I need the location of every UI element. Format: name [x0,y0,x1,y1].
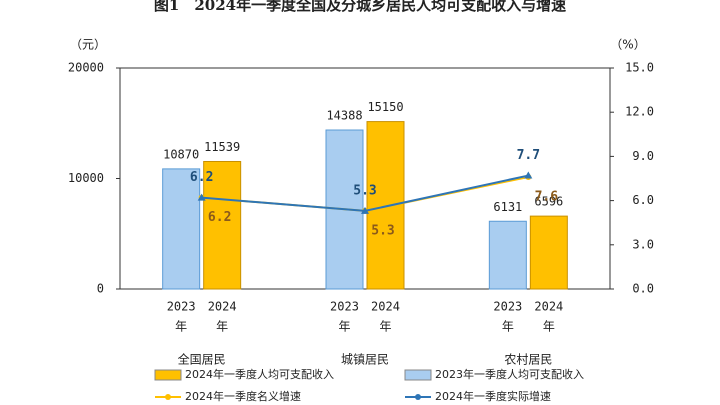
line-marker [197,193,206,201]
line-value-label: 5.3 [371,223,394,238]
bar-value-label: 11539 [204,140,240,154]
y2-tick-label: 15.0 [625,61,654,75]
bar [203,160,242,290]
bar-value-label: 6596 [534,195,563,209]
chart-title: 图1 2024年一季度全国及分城乡居民人均可支配收入与增速 [154,0,566,14]
y2-tick-label: 12.0 [625,105,654,119]
legend-label: 2023年一季度人均可支配收入 [435,367,584,381]
legend-swatch [404,369,432,381]
y-tick-label: 10000 [68,171,104,185]
x-sub-label: 年 [543,320,555,334]
x-sub-label: 年 [175,320,187,334]
bar [366,121,405,290]
x-sub-label: 年 [502,320,514,334]
y-unit: （元） [70,38,106,52]
y-tick-label: 0 [97,282,104,296]
y2-tick-label: 9.0 [632,149,654,163]
line-marker [361,206,369,214]
legend-swatch [154,369,182,381]
x-sub-label: 年 [216,320,228,334]
x-sub-label: 2024 [371,300,400,314]
bar-value-label: 10870 [163,147,199,161]
line-value-label: 6.2 [208,210,231,225]
legend-label: 2024年一季度人均可支配收入 [185,367,334,381]
bar-value-label: 14388 [326,109,362,123]
x-sub-label: 2023 [330,300,359,314]
line-value-label: 5.3 [353,183,376,198]
y-tick-label: 20000 [68,61,104,75]
legend-label: 2024年一季度名义增速 [185,389,301,403]
y2-tick-label: 6.0 [632,193,654,207]
x-category-label: 城镇居民 [341,353,389,367]
y2-unit: （%） [610,38,645,52]
x-category-label: 全国居民 [178,352,226,367]
x-sub-label: 2024 [208,300,237,314]
bar-value-label: 15150 [367,100,403,114]
y2-tick-label: 3.0 [632,237,654,251]
bar [529,215,568,290]
x-sub-label: 2023 [167,300,196,314]
line-marker [524,171,533,179]
bar [162,168,201,290]
x-sub-label: 2024 [534,300,563,314]
legend-swatch [415,394,421,400]
x-sub-label: 年 [338,320,350,334]
bar-value-label: 6131 [493,200,522,214]
legend-swatch [165,394,171,400]
line-value-label: 7.7 [517,148,540,163]
x-sub-label: 年 [379,320,391,334]
y2-tick-label: 0.0 [632,282,654,296]
line-value-label: 6.2 [190,170,213,185]
line-value-label: 7.6 [535,190,559,205]
x-category-label: 农村居民 [504,353,552,367]
legend-label: 2024年一季度实际增速 [435,389,551,403]
x-sub-label: 2023 [493,300,522,314]
bar [488,220,527,290]
